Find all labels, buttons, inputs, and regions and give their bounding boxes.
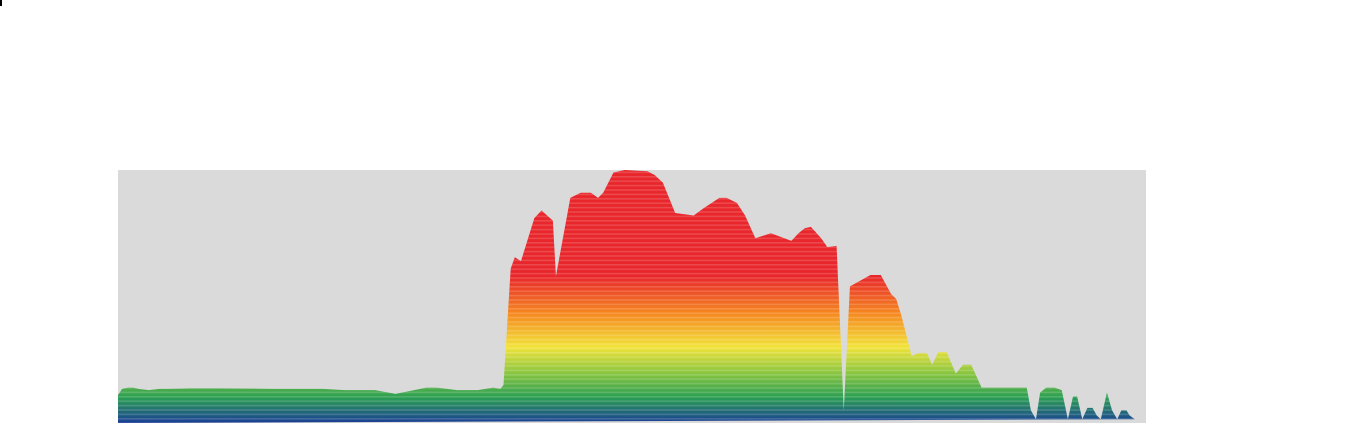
area-layer — [118, 170, 1139, 423]
area-stripe-texture — [118, 170, 1139, 423]
corner-tick-mark — [0, 0, 2, 6]
